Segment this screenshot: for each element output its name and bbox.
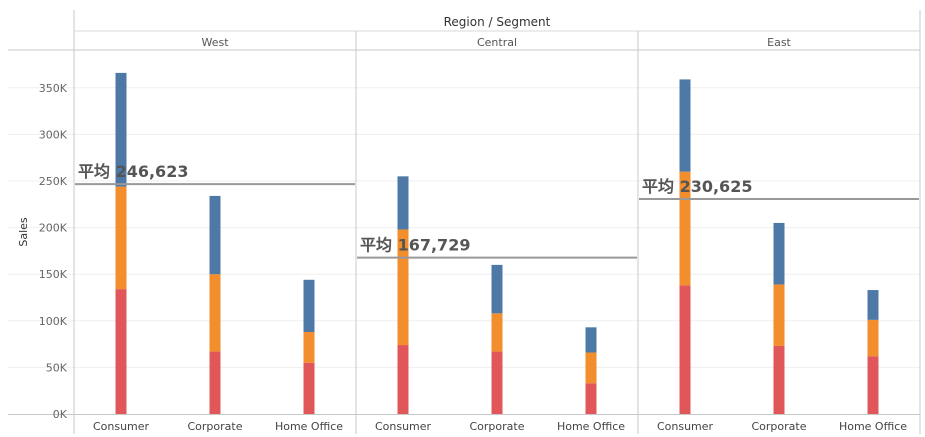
bar-segment bbox=[773, 222, 785, 285]
y-axis-ticks: 0K 50K 100K 150K 200K 250K 300K 350K bbox=[39, 82, 68, 421]
x-tick-label: Home Office bbox=[839, 420, 907, 433]
average-label: 平均 167,729 bbox=[360, 236, 470, 255]
region-header: East bbox=[767, 36, 791, 49]
bar-segment bbox=[679, 79, 691, 172]
y-tick-label: 100K bbox=[39, 315, 68, 328]
bar-segment bbox=[303, 331, 315, 363]
bar-segment bbox=[115, 289, 127, 414]
bar-segment bbox=[773, 345, 785, 414]
bar-segment bbox=[585, 327, 597, 353]
bar-segment bbox=[209, 195, 221, 275]
x-tick-label: Consumer bbox=[93, 420, 150, 433]
region-headers: West Central East bbox=[201, 36, 791, 49]
bar-segment bbox=[679, 171, 691, 286]
y-tick-label: 300K bbox=[39, 128, 68, 141]
average-value: 246,623 bbox=[116, 162, 189, 181]
bar-segment bbox=[773, 284, 785, 346]
average-label: 平均 230,625 bbox=[642, 177, 752, 196]
average-value: 167,729 bbox=[398, 236, 471, 255]
x-tick-label: Corporate bbox=[188, 420, 243, 433]
bar-segment bbox=[867, 290, 879, 320]
y-axis-label: Sales bbox=[17, 217, 30, 247]
bar-segment bbox=[585, 352, 597, 384]
bar-segment bbox=[491, 313, 503, 352]
bar-segment bbox=[303, 362, 315, 414]
bar-segment bbox=[491, 351, 503, 414]
bar-segment bbox=[867, 319, 879, 357]
gridlines bbox=[8, 87, 920, 368]
y-tick-label: 350K bbox=[39, 82, 68, 95]
bar-segment bbox=[585, 383, 597, 414]
y-tick-label: 150K bbox=[39, 268, 68, 281]
column-header: Region / Segment bbox=[444, 15, 551, 29]
chart-frame bbox=[8, 10, 921, 434]
x-tick-label: Home Office bbox=[275, 420, 343, 433]
bar-segment bbox=[491, 264, 503, 314]
region-header: Central bbox=[477, 36, 517, 49]
bars bbox=[115, 72, 879, 414]
x-tick-label: Home Office bbox=[557, 420, 625, 433]
y-tick-label: 50K bbox=[46, 361, 68, 374]
x-tick-label: Consumer bbox=[657, 420, 714, 433]
bar-segment bbox=[679, 285, 691, 414]
bar-segment bbox=[867, 356, 879, 414]
y-tick-label: 250K bbox=[39, 175, 68, 188]
bar-segment bbox=[397, 229, 409, 346]
bar-segment bbox=[115, 186, 127, 290]
bar-segment bbox=[209, 274, 221, 352]
average-prefix: 平均 bbox=[360, 236, 398, 255]
bar-segment bbox=[115, 72, 127, 187]
bar-segment bbox=[303, 279, 315, 332]
average-value: 230,625 bbox=[680, 177, 753, 196]
bar-segment bbox=[209, 351, 221, 414]
bar-segment bbox=[397, 345, 409, 414]
y-tick-label: 0K bbox=[53, 408, 68, 421]
average-label: 平均 246,623 bbox=[78, 162, 188, 181]
average-prefix: 平均 bbox=[78, 162, 116, 181]
x-axis-ticks: Consumer Corporate Home Office Consumer Corp… bbox=[93, 420, 907, 433]
region-header: West bbox=[201, 36, 229, 49]
average-prefix: 平均 bbox=[642, 177, 680, 196]
x-tick-label: Corporate bbox=[470, 420, 525, 433]
bar-segment bbox=[397, 176, 409, 230]
y-tick-label: 200K bbox=[39, 222, 68, 235]
x-tick-label: Consumer bbox=[375, 420, 432, 433]
x-tick-label: Corporate bbox=[752, 420, 807, 433]
